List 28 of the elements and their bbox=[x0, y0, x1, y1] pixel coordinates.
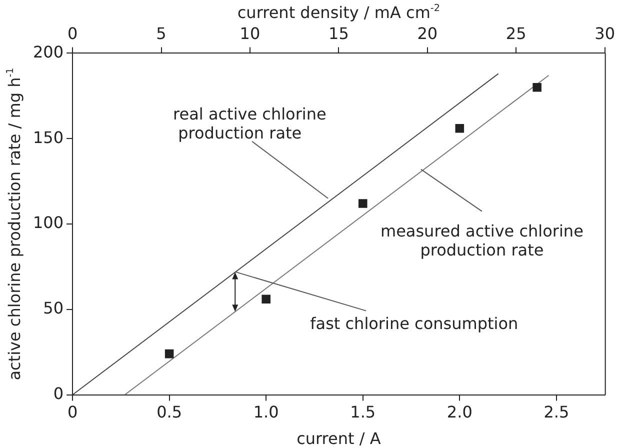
x2-tick-label: 30 bbox=[594, 24, 615, 43]
x-axis-title: current / A bbox=[296, 429, 381, 448]
x2-tick-label: 25 bbox=[506, 24, 526, 43]
x2-tick-label: 20 bbox=[417, 24, 438, 43]
point bbox=[358, 199, 368, 208]
annotation: fast chlorine consumption bbox=[310, 314, 518, 333]
y-tick-label: 100 bbox=[32, 213, 64, 232]
point bbox=[262, 294, 270, 304]
x-tick-label: 1.5 bbox=[350, 402, 376, 422]
x2-tick-label: 0 bbox=[67, 24, 78, 43]
x-tick-label: 1.0 bbox=[253, 402, 279, 422]
y-tick-label: 50 bbox=[43, 298, 64, 318]
y-tick-label: 0 bbox=[53, 384, 64, 403]
x-tick-label: 0.5 bbox=[156, 402, 182, 422]
annotation: real active chlorine production rate bbox=[173, 104, 326, 142]
y-axis-title: active chlorine production rate / mg h-1 bbox=[4, 68, 24, 380]
x-tick-label: 0 bbox=[67, 402, 78, 422]
x-tick-label: 2.5 bbox=[544, 402, 570, 422]
y-tick-label: 200 bbox=[32, 42, 64, 62]
annotation: measured active chlorine production rate bbox=[380, 221, 584, 260]
x2-tick-label: 15 bbox=[328, 24, 349, 43]
x-tick-label: 2.0 bbox=[446, 402, 472, 422]
point bbox=[532, 82, 542, 92]
y-tick-label: 150 bbox=[32, 128, 64, 147]
x2-tick-label: 10 bbox=[240, 24, 260, 43]
point bbox=[164, 349, 174, 358]
point bbox=[455, 124, 464, 133]
x2-tick-label: 5 bbox=[156, 24, 166, 43]
